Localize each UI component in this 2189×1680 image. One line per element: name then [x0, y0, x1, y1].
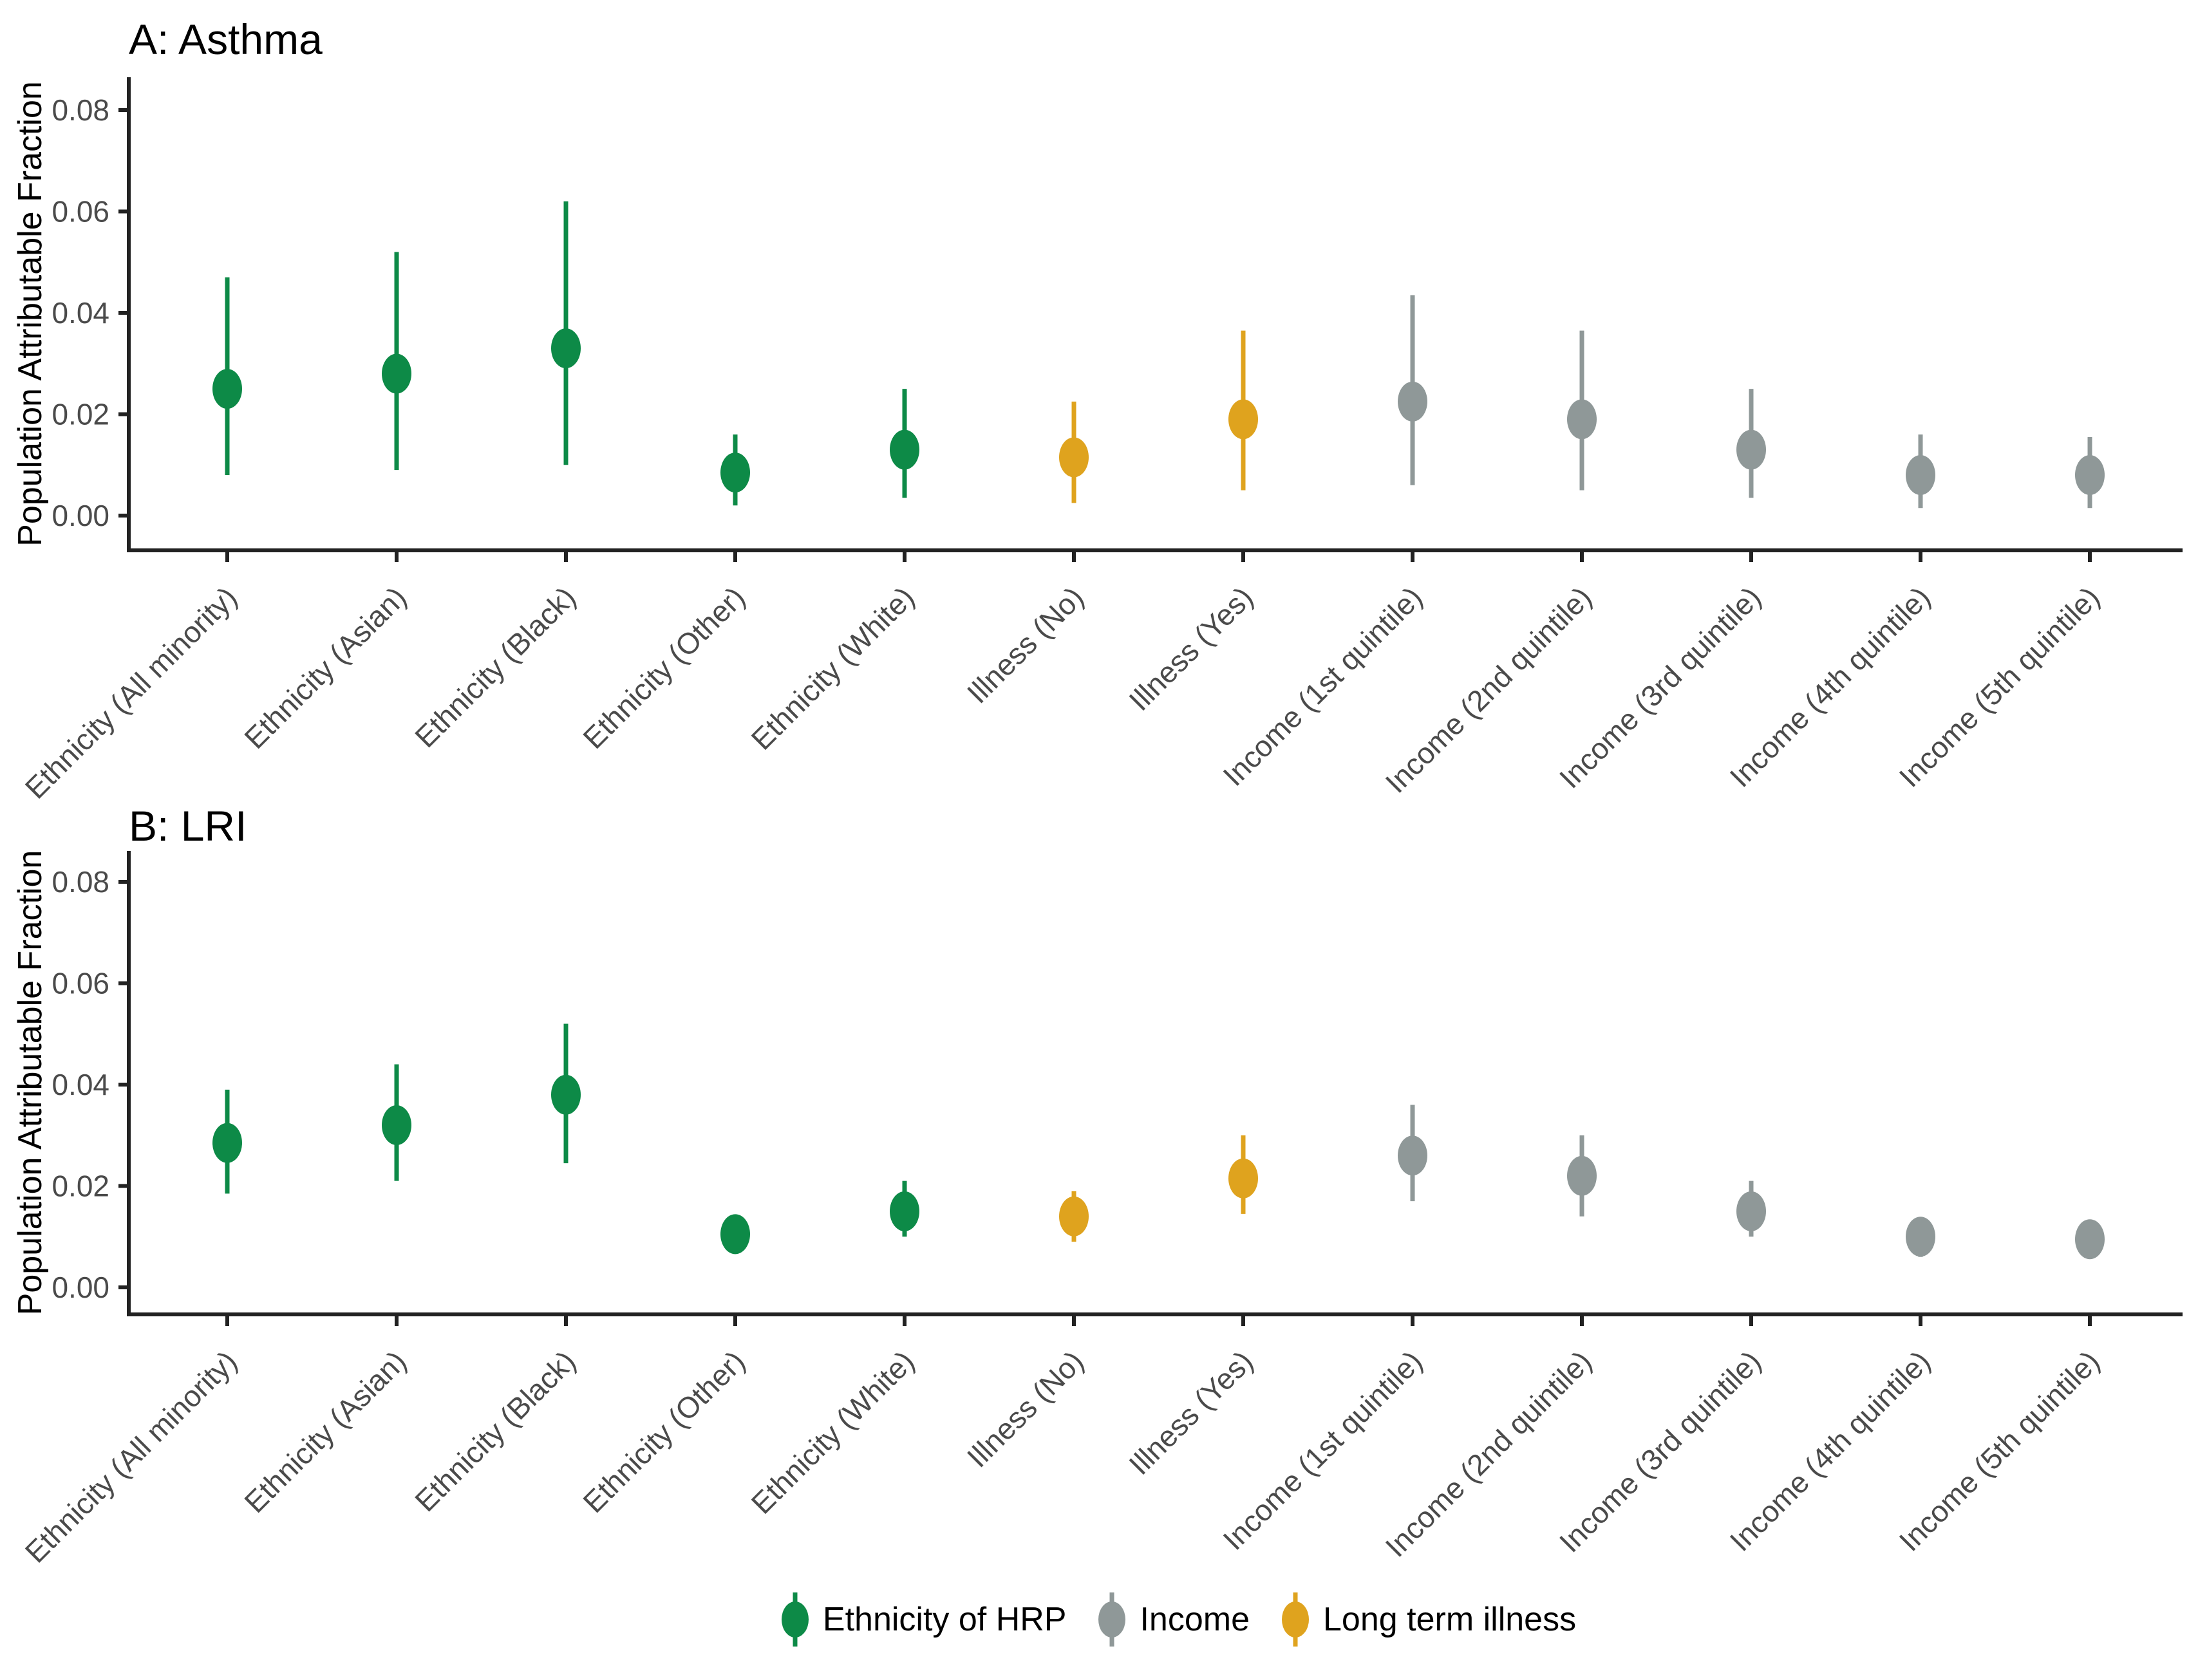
y-tick-label: 0.08	[52, 865, 109, 899]
x-category-label: Ethnicity (Other)	[576, 580, 751, 755]
legend-item-ethnicity: Ethnicity of HRP	[780, 1589, 1067, 1650]
point-estimate-A-4	[890, 429, 919, 470]
point-estimate-B-1	[382, 1105, 411, 1145]
x-category-label: Ethnicity (Black)	[408, 1344, 582, 1518]
point-estimate-B-3	[720, 1214, 750, 1255]
x-category-label: Illness (No)	[961, 1344, 1090, 1473]
x-category-label: Ethnicity (White)	[745, 1344, 921, 1520]
point-estimate-B-6	[1228, 1158, 1258, 1199]
y-tick-label: 0.04	[52, 296, 109, 330]
point-estimate-A-6	[1228, 399, 1258, 440]
point-estimate-A-2	[551, 328, 581, 369]
pointrange-key-ethnicity-icon	[781, 1592, 809, 1647]
y-tick-label: 0.02	[52, 1170, 109, 1203]
y-tick-label: 0.06	[52, 195, 109, 229]
y-axis-title: Population Attributable Fraction	[12, 850, 49, 1316]
point-estimate-A-1	[382, 353, 411, 394]
y-tick-label: 0.08	[52, 93, 109, 127]
x-category-label: Illness (Yes)	[1122, 1344, 1259, 1481]
x-category-label: Illness (Yes)	[1122, 580, 1259, 717]
x-category-label: Ethnicity (All minority)	[19, 1344, 243, 1569]
point-estimate-A-5	[1059, 437, 1089, 478]
point-estimate-B-7	[1398, 1135, 1427, 1176]
point-estimate-B-8	[1567, 1155, 1597, 1196]
x-category-label: Ethnicity (Other)	[576, 1344, 751, 1519]
point-estimate-B-4	[890, 1191, 919, 1231]
y-tick-label: 0.06	[52, 967, 109, 1000]
x-category-label: Ethnicity (Asian)	[238, 1344, 413, 1519]
point-estimate-B-5	[1059, 1196, 1089, 1237]
chart-legend: Ethnicity of HRP Income Long term illnes…	[84, 1589, 2189, 1650]
pointrange-key-income-icon	[1098, 1592, 1126, 1647]
panel-A-title: A: Asthma	[129, 15, 323, 63]
y-tick-label: 0.02	[52, 398, 109, 431]
point-estimate-B-0	[212, 1123, 242, 1163]
x-category-label: Ethnicity (All minority)	[19, 580, 243, 805]
legend-label-illness: Long term illness	[1323, 1601, 1577, 1638]
x-category-label: Ethnicity (Asian)	[238, 580, 413, 755]
legend-label-income: Income	[1140, 1601, 1250, 1638]
point-estimate-B-9	[1736, 1191, 1766, 1231]
point-estimate-A-7	[1398, 381, 1427, 422]
point-estimate-B-10	[1906, 1217, 1935, 1257]
legend-item-illness: Long term illness	[1281, 1589, 1576, 1650]
point-estimate-B-2	[551, 1074, 581, 1115]
legend-label-ethnicity: Ethnicity of HRP	[822, 1601, 1067, 1638]
y-tick-label: 0.00	[52, 499, 109, 532]
point-estimate-A-0	[212, 369, 242, 409]
y-axis-title: Population Attributable Fraction	[12, 81, 49, 546]
pointrange-key-illness-icon	[1282, 1592, 1310, 1647]
x-category-label: Illness (No)	[961, 580, 1090, 709]
point-estimate-A-10	[1906, 455, 1935, 495]
point-estimate-A-9	[1736, 429, 1766, 470]
x-category-label: Ethnicity (Black)	[408, 580, 582, 754]
point-estimate-A-8	[1567, 399, 1597, 440]
point-estimate-B-11	[2075, 1219, 2105, 1260]
point-estimate-A-11	[2075, 455, 2105, 495]
point-estimate-A-3	[720, 453, 750, 493]
y-tick-label: 0.00	[52, 1271, 109, 1304]
y-tick-label: 0.04	[52, 1068, 109, 1101]
legend-item-income: Income	[1097, 1589, 1250, 1650]
panel-B-title: B: LRI	[129, 802, 247, 850]
x-category-label: Ethnicity (White)	[745, 580, 921, 756]
